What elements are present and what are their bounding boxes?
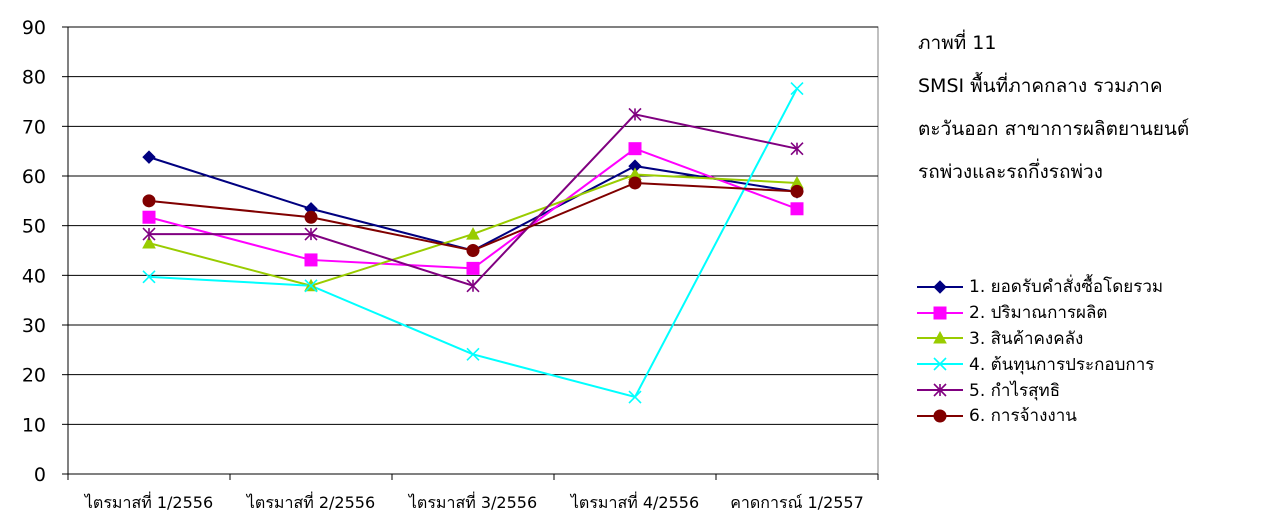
legend-swatch [917,357,963,371]
caption-line: ตะวันออก สาขาการผลิตยานยนต์ [918,118,1190,140]
marker-stroke [304,279,318,293]
y-tick-label: 80 [22,67,46,89]
legend-label: 6. การจ้างงาน [969,406,1077,427]
legend-label: 3. สินค้าคงคลัง [969,329,1084,349]
legend-label: 4. ต้นทุนการประกอบการ [969,354,1155,375]
y-tick-label: 0 [34,464,46,486]
x-tick-label: ไตรมาสที่ 1/2556 [83,491,213,512]
data-point [628,390,642,404]
marker-stroke [790,82,804,96]
legend-item: 2. ปริมาณการผลิต [915,300,1163,326]
y-tick-label: 60 [22,166,46,188]
data-point [790,142,804,156]
legend-marker [933,306,947,320]
legend-marker [933,409,947,423]
y-tick-label: 70 [22,116,46,138]
data-point [466,261,480,275]
data-point [304,227,318,241]
y-tick-label: 30 [22,315,46,337]
data-point [790,202,804,216]
marker-stroke [933,357,947,371]
legend-swatch [917,306,963,320]
data-point [628,107,642,121]
legend-marker [933,357,947,371]
legend-item: 3. สินค้าคงคลัง [915,326,1163,352]
caption-line: ภาพที่ 11 [918,32,997,54]
legend-label: 5. กำไรสุทธิ [969,380,1061,401]
caption-line: รถพ่วงและรถกึ่งรถพ่วง [918,161,1103,183]
legend-marker [933,280,947,294]
line-chart: 0 10 20 30 40 50 60 70 80 90 ไตรมาสที่ 1/2556 ไตรมา… [22,17,879,512]
data-point [304,253,318,267]
marker-stroke [628,390,642,404]
legend-item: 4. ต้นทุนการประกอบการ [915,351,1163,377]
data-point [304,210,318,224]
data-point [142,227,156,241]
x-tick-label: ไตรมาสที่ 2/2556 [245,491,375,512]
data-point [466,227,480,240]
legend-swatch [917,383,963,397]
data-point [790,82,804,96]
x-tick-label: ไตรมาสที่ 3/2556 [407,491,537,512]
data-point [142,236,156,249]
chart-caption: ภาพที่ 11 SMSI พื้นที่ภาคกลาง รวมภาค ตะว… [918,28,1278,200]
data-point [466,347,480,361]
marker-stroke [142,270,156,284]
data-point [628,142,642,156]
data-point [466,244,480,257]
legend-marker [933,383,947,397]
x-tick-label: คาดการณ์ 1/2557 [730,493,864,512]
y-tick-label: 20 [22,365,46,387]
chart-legend: 1. ยอดรับคำสั่งซื้อโดยรวม 2. ปริมาณการผลิ… [915,274,1163,429]
y-tick-label: 90 [22,17,46,39]
y-tick-label: 40 [22,265,46,287]
data-point [304,279,318,293]
data-point [628,176,642,190]
x-tick-label: ไตรมาสที่ 4/2556 [569,491,699,512]
legend-item: 1. ยอดรับคำสั่งซื้อโดยรวม [915,274,1163,300]
data-point [466,279,480,293]
data-point [790,184,804,198]
legend-label: 2. ปริมาณการผลิต [969,303,1108,324]
legend-swatch [917,280,963,294]
y-tick-label: 50 [22,216,46,238]
caption-line: SMSI พื้นที่ภาคกลาง รวมภาค [918,75,1163,97]
data-point [142,150,156,164]
legend-label: 1. ยอดรับคำสั่งซื้อโดยรวม [969,277,1164,298]
data-point [142,194,156,208]
y-tick-label: 10 [22,414,46,436]
legend-swatch [917,331,963,344]
legend-item: 6. การจ้างงาน [915,403,1163,429]
legend-swatch [917,409,963,423]
legend-item: 5. กำไรสุทธิ [915,377,1163,403]
legend-marker [933,331,947,344]
data-point [142,210,156,224]
marker-stroke [466,347,480,361]
data-point [142,270,156,284]
